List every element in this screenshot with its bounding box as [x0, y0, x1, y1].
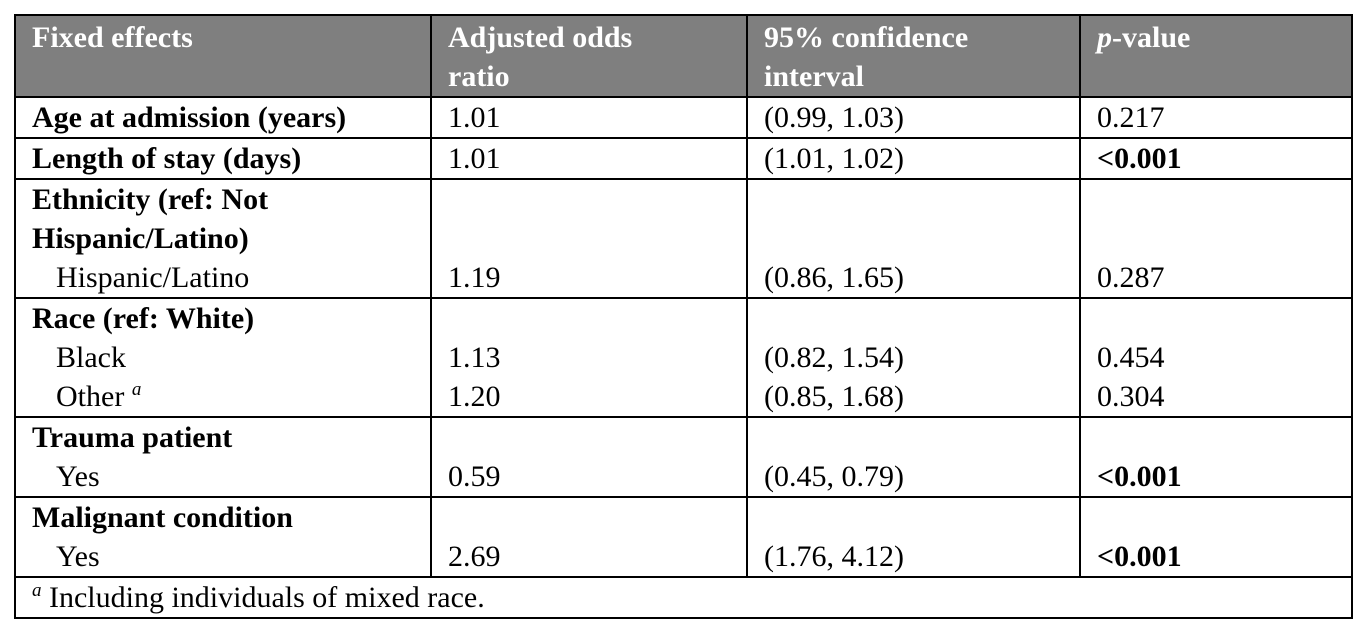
table-row-malignant: Malignant condition Yes 2.69 (1.76, 4.12… [14, 496, 1353, 578]
sub-label: Yes [56, 460, 100, 493]
odds-ratio-cell: 1.19 [430, 178, 748, 299]
odds-ratio-cell: 1.13 1.20 [430, 297, 748, 418]
table-row-trauma: Trauma patient Yes 0.59 (0.45, 0.79) <0.… [14, 416, 1353, 498]
row-label: Age at admission (years) [14, 96, 432, 139]
sub-label-other: Other a [56, 379, 142, 413]
footnote-row: a Including individuals of mixed race. [14, 576, 1353, 619]
row-label: Malignant condition Yes [14, 496, 432, 578]
odds-ratio-cell: 2.69 [430, 496, 748, 578]
group-label: Trauma patient [32, 421, 233, 454]
header-confidence-interval: 95% confidence interval [746, 14, 1081, 98]
header-fixed-effects: Fixed effects [14, 14, 432, 98]
ci-cell: (1.76, 4.12) [746, 496, 1081, 578]
footnote: a Including individuals of mixed race. [14, 576, 1353, 619]
header-adjusted-odds-ratio: Adjusted odds ratio [430, 14, 748, 98]
odds-ratio-cell: 1.01 [430, 96, 748, 139]
footnote-marker: a [131, 379, 142, 400]
p-value-cell: <0.001 [1079, 137, 1353, 180]
ci-cell: (0.82, 1.54) (0.85, 1.68) [746, 297, 1081, 418]
row-label: Length of stay (days) [14, 137, 432, 180]
results-table: Fixed effects Adjusted odds ratio 95% con… [14, 14, 1353, 619]
ci-cell: (0.86, 1.65) [746, 178, 1081, 299]
ci-cell: (0.99, 1.03) [746, 96, 1081, 139]
group-label: Hispanic/Latino) [32, 222, 249, 255]
odds-ratio-cell: 1.01 [430, 137, 748, 180]
sub-label: Hispanic/Latino [56, 261, 250, 294]
group-label: Race (ref: White) [32, 302, 255, 335]
header-row: Fixed effects Adjusted odds ratio 95% con… [14, 14, 1353, 98]
ci-cell: (1.01, 1.02) [746, 137, 1081, 180]
group-label: Malignant condition [32, 501, 293, 534]
odds-ratio-cell: 0.59 [430, 416, 748, 498]
ci-cell: (0.45, 0.79) [746, 416, 1081, 498]
table-row-ethnicity: Ethnicity (ref: Not Hispanic/Latino) His… [14, 178, 1353, 299]
group-label: Ethnicity (ref: Not [32, 183, 269, 216]
sub-label-black: Black [56, 341, 126, 374]
row-label: Race (ref: White) Black Other a [14, 297, 432, 418]
p-value-cell: 0.454 0.304 [1079, 297, 1353, 418]
footnote-marker: a [32, 580, 42, 601]
p-value-cell: 0.217 [1079, 96, 1353, 139]
row-label: Trauma patient Yes [14, 416, 432, 498]
header-p-value: p-value [1079, 14, 1353, 98]
p-value-cell: 0.287 [1079, 178, 1353, 299]
p-value-cell: <0.001 [1079, 496, 1353, 578]
table-row-race: Race (ref: White) Black Other a 1.13 1.20… [14, 297, 1353, 418]
sub-label: Yes [56, 540, 100, 573]
table-row-age: Age at admission (years) 1.01 (0.99, 1.0… [14, 96, 1353, 139]
p-value-cell: <0.001 [1079, 416, 1353, 498]
row-label: Ethnicity (ref: Not Hispanic/Latino) His… [14, 178, 432, 299]
table-row-length-of-stay: Length of stay (days) 1.01 (1.01, 1.02) … [14, 137, 1353, 180]
